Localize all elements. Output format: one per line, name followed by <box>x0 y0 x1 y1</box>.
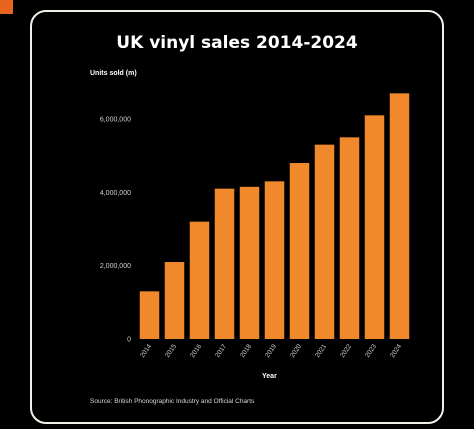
x-tick-label: 2016 <box>189 343 203 359</box>
bar-2024 <box>389 93 410 339</box>
bar-2016 <box>189 221 210 339</box>
x-tick-label: 2022 <box>339 343 353 359</box>
bar-2020 <box>289 163 310 339</box>
chart-title: UK vinyl sales 2014-2024 <box>116 33 358 53</box>
x-tick-label: 2018 <box>239 343 253 359</box>
bar-2019 <box>264 181 285 339</box>
chart-card: UK vinyl sales 2014-2024 Units sold (m) … <box>30 10 444 424</box>
x-tick-label: 2021 <box>314 343 328 359</box>
x-tick-label: 2024 <box>389 343 403 359</box>
bar-2022 <box>339 137 360 339</box>
bar-2015 <box>164 262 185 339</box>
bar-2014 <box>139 291 160 339</box>
y-tick-label: 2,000,000 <box>100 263 131 270</box>
x-axis-label: Year <box>262 373 277 380</box>
x-tick-label: 2017 <box>214 343 228 359</box>
y-tick-label: 0 <box>127 337 131 344</box>
bar-2018 <box>239 186 260 339</box>
source-note: Source: British Phonographic Industry an… <box>90 398 255 405</box>
x-tick-label: 2020 <box>289 343 303 359</box>
corner-accent-mark <box>0 0 13 14</box>
bar-chart-plot: 0 2,000,000 4,000,000 6,000,000 2014 2015 2016… <box>100 93 410 359</box>
x-tick-label: 2023 <box>364 343 378 359</box>
bar-2017 <box>214 188 235 339</box>
x-tick-label: 2019 <box>264 343 278 359</box>
x-tick-label: 2014 <box>139 343 153 359</box>
y-axis-label: Units sold (m) <box>90 70 137 77</box>
bar-2023 <box>364 115 385 339</box>
bar-2021 <box>314 144 335 339</box>
y-tick-label: 4,000,000 <box>100 190 131 197</box>
y-tick-label: 6,000,000 <box>100 117 131 124</box>
x-tick-label: 2015 <box>164 343 178 359</box>
